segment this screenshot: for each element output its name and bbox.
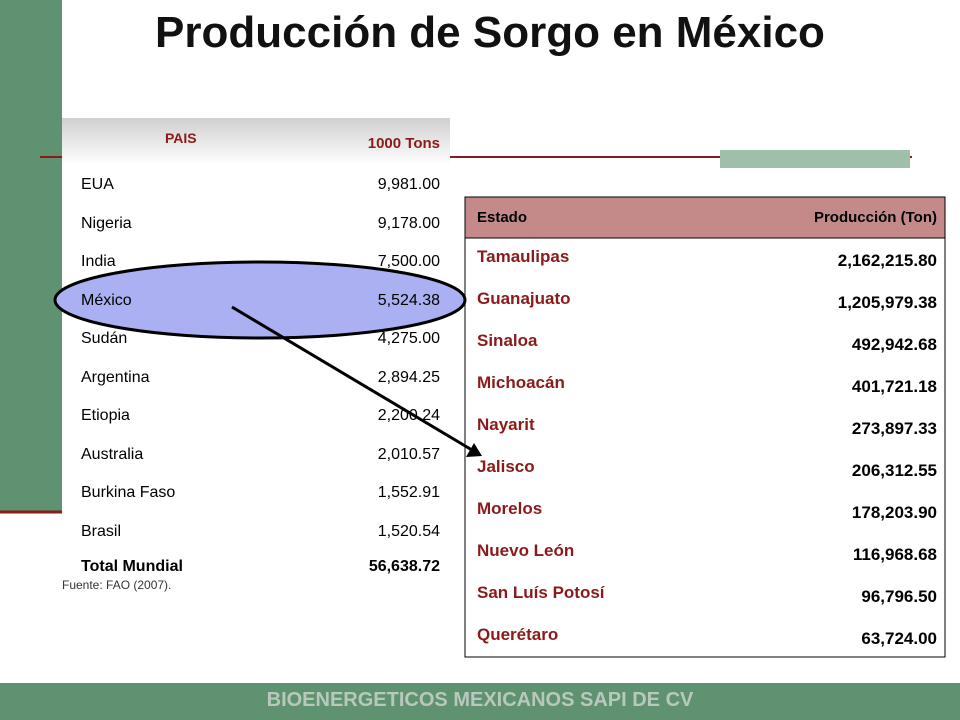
tons: 2,200.24 — [377, 407, 440, 424]
country: Argentina — [81, 368, 150, 386]
tons: 1,520.54 — [377, 522, 440, 540]
tons: 9,178.00 — [377, 214, 440, 232]
country: Burkina Faso — [81, 484, 176, 501]
production: 96,796.50 — [861, 587, 937, 606]
total-value: 56,638.72 — [368, 558, 440, 575]
production: 401,721.18 — [851, 377, 937, 396]
highlight-ellipse — [53, 260, 467, 340]
footer-bar — [0, 683, 960, 720]
state: Jalisco — [477, 457, 535, 476]
country: EUA — [81, 176, 114, 193]
left-header-bg — [62, 118, 450, 165]
tons: 5,524.38 — [377, 291, 440, 309]
state: Querétaro — [477, 625, 559, 644]
country: Etiopia — [81, 407, 130, 424]
country: Sudán — [81, 330, 128, 347]
header: PAIS — [165, 130, 197, 146]
production: 273,897.33 — [851, 419, 937, 438]
source: Fuente: FAO (2007). — [62, 578, 172, 592]
left-table-bg — [62, 165, 450, 590]
header: Estado — [477, 209, 528, 226]
state: Guanajuato — [477, 289, 571, 308]
country: Nigeria — [81, 214, 132, 232]
tons: 2,010.57 — [377, 445, 440, 463]
state: San Luís Potosí — [477, 583, 605, 602]
side-bar — [0, 0, 62, 512]
production: 178,203.90 — [851, 503, 937, 522]
state: Nuevo León — [477, 541, 575, 560]
title: Producción de Sorgo en México — [155, 8, 825, 57]
country: México — [81, 291, 132, 309]
state: Tamaulipas — [477, 247, 570, 266]
accent-block — [720, 150, 910, 168]
tons: 1,552.91 — [377, 484, 440, 501]
production: 206,312.55 — [851, 461, 937, 480]
state: Michoacán — [477, 373, 565, 392]
country: Australia — [81, 445, 144, 463]
production: 63,724.00 — [861, 629, 937, 648]
production: 116,968.68 — [852, 545, 937, 564]
state: Sinaloa — [477, 331, 538, 350]
tons: 9,981.00 — [377, 176, 440, 193]
state: Morelos — [477, 499, 543, 518]
production: 2,162,215.80 — [837, 251, 937, 270]
country: Brasil — [81, 522, 122, 540]
header: 1000 Tons — [367, 135, 440, 152]
tons: 7,500.00 — [377, 253, 440, 270]
right-header-bg — [464, 196, 946, 239]
production: 492,942.68 — [851, 335, 937, 354]
footer: BIOENERGETICOS MEXICANOS SAPI DE CV — [266, 689, 694, 711]
arrow-head — [466, 443, 482, 457]
arrow-line — [231, 305, 473, 452]
country: India — [81, 253, 116, 270]
tons: 2,894.25 — [377, 368, 440, 386]
header: Producción (Ton) — [813, 209, 937, 226]
right-table-bg — [464, 196, 946, 658]
production: 1,205,979.38 — [837, 293, 937, 312]
state: Nayarit — [477, 415, 535, 434]
total-label: Total Mundial — [81, 558, 183, 575]
tons: 4,275.00 — [377, 330, 440, 347]
